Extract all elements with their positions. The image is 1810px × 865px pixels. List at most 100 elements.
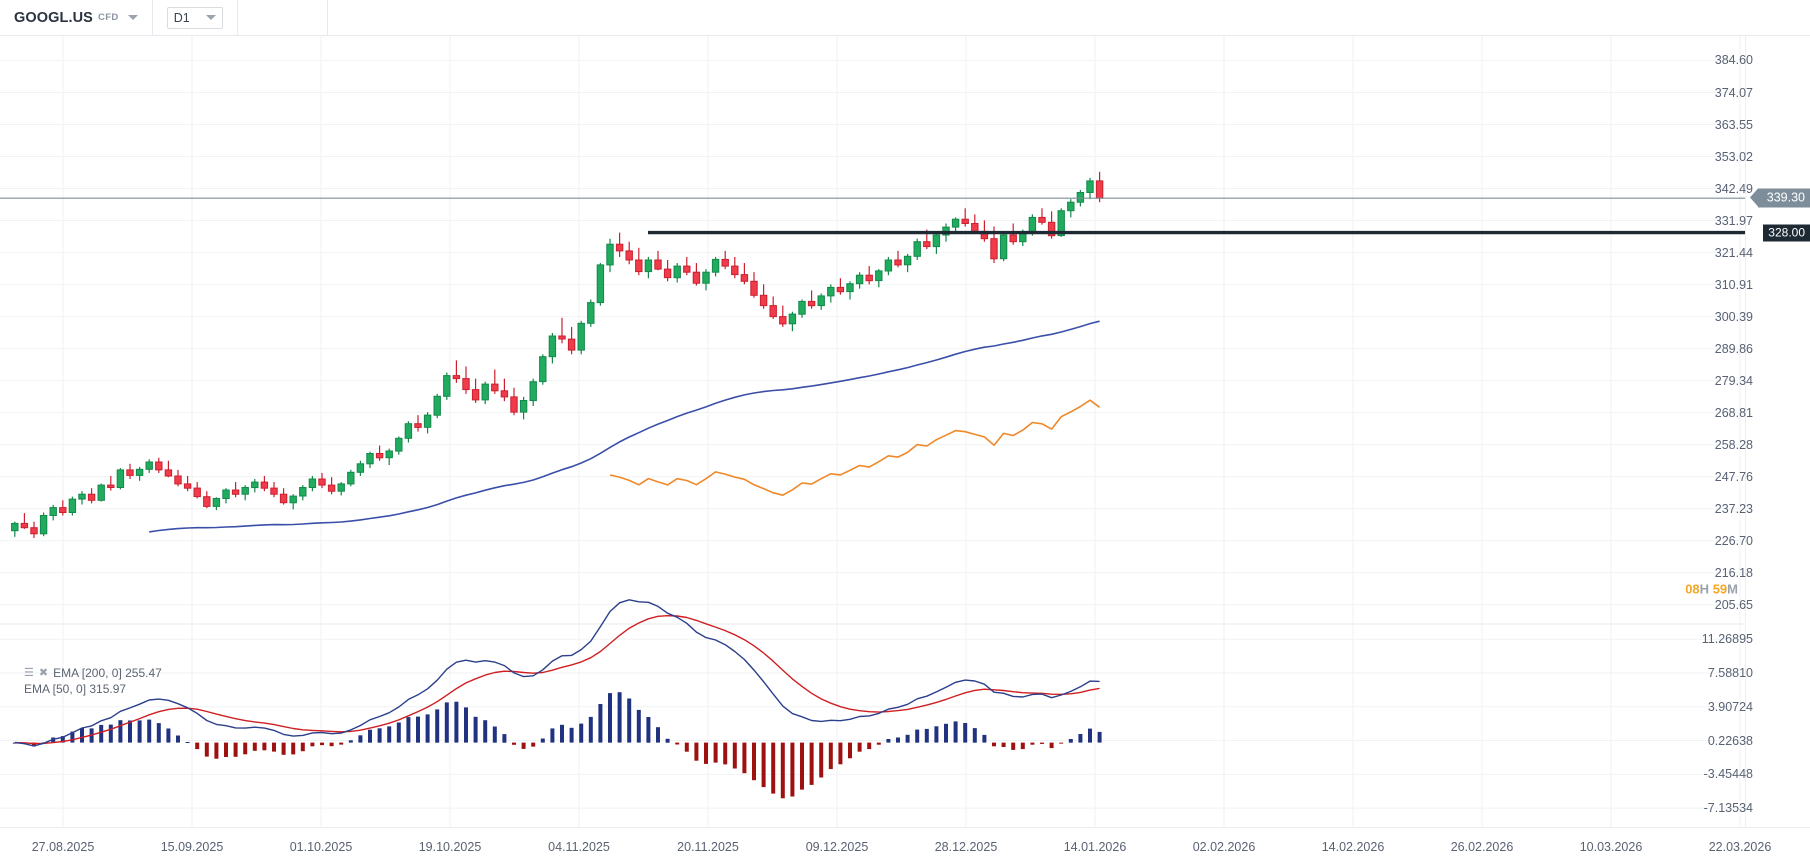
macd-histogram-bar xyxy=(540,738,545,743)
toolbar-spacer xyxy=(238,0,328,36)
macd-axis-tick: 0.22638 xyxy=(1707,733,1753,748)
candle-body xyxy=(510,396,518,413)
plot-canvas[interactable] xyxy=(0,36,1745,827)
macd-histogram-bar xyxy=(195,742,200,750)
macd-histogram-bar xyxy=(723,742,728,765)
ema50-legend-label: EMA [50, 0] 315.97 xyxy=(24,682,127,696)
macd-histogram-bar xyxy=(204,742,209,757)
candle-body xyxy=(385,450,393,459)
price-axis-tick: 331.97 xyxy=(1714,213,1753,228)
macd-histogram-bar xyxy=(656,727,660,743)
candle-body xyxy=(375,453,384,459)
macd-histogram-bar xyxy=(800,742,804,790)
candle-body xyxy=(500,390,509,398)
price-axis-tick: 205.65 xyxy=(1714,597,1753,612)
time-axis-tick: 04.11.2025 xyxy=(548,840,610,854)
timeframe-selector[interactable]: D1 xyxy=(153,0,238,36)
candle-body xyxy=(174,475,182,485)
candle-body xyxy=(663,268,672,279)
macd-histogram-bar xyxy=(1020,742,1025,750)
candle-body xyxy=(20,522,29,529)
price-axis-tick: 258.28 xyxy=(1714,437,1753,452)
macd-histogram-bar xyxy=(1078,734,1083,743)
macd-histogram-bar xyxy=(675,742,680,745)
macd-histogram-bar xyxy=(636,709,641,743)
time-axis[interactable]: 27.08.2025 15.09.2025 01.10.2025 19.10.2025… xyxy=(0,827,1810,865)
time-axis-tick: 20.11.2025 xyxy=(677,840,739,854)
candle-body xyxy=(462,378,470,391)
current-price-label: 339.30 xyxy=(1749,188,1810,208)
candle-body xyxy=(654,259,662,270)
time-axis-tick: 28.12.2025 xyxy=(934,840,998,854)
candle-body xyxy=(855,274,864,285)
macd-histogram-bar xyxy=(569,727,574,743)
candle-body xyxy=(68,498,77,514)
macd-histogram-bar xyxy=(252,742,257,751)
macd-histogram-bar xyxy=(185,742,190,743)
macd-histogram-bar xyxy=(1011,742,1016,750)
macd-line xyxy=(14,599,1100,747)
candle-body xyxy=(788,313,797,325)
price-axis-tick: 353.02 xyxy=(1714,149,1753,164)
candle-body xyxy=(971,223,979,232)
candle-body xyxy=(635,259,643,273)
macd-histogram-bar xyxy=(771,742,776,794)
macd-histogram-bar xyxy=(1097,731,1102,743)
candle-body xyxy=(289,495,297,504)
candle-body xyxy=(567,338,576,351)
candle-body xyxy=(270,487,278,495)
ema200-legend-row: ☰ ✖ EMA [200, 0] 255.47 xyxy=(24,666,166,680)
candle-body xyxy=(577,322,585,351)
macd-histogram-bar xyxy=(320,742,324,746)
macd-histogram-bar xyxy=(819,742,824,778)
macd-histogram-bar xyxy=(684,742,689,752)
candle-body xyxy=(711,258,720,273)
macd-histogram-bar xyxy=(1049,742,1054,749)
time-axis-tick: 02.02.2026 xyxy=(1192,840,1256,854)
countdown-hours: 08 xyxy=(1685,581,1700,596)
settings-icon[interactable]: ☰ xyxy=(24,667,35,679)
macd-histogram-bar xyxy=(608,693,612,743)
close-icon[interactable]: ✖ xyxy=(38,667,50,679)
candle-body xyxy=(452,375,461,380)
ema-legend: ☰ ✖ EMA [200, 0] 255.47 EMA [50, 0] 315.… xyxy=(24,666,166,696)
candle-body xyxy=(606,243,614,266)
candle-body xyxy=(116,469,125,488)
candle-body xyxy=(260,481,269,489)
price-axis-tick: 237.23 xyxy=(1714,501,1753,516)
macd-histogram-bar xyxy=(454,701,459,743)
countdown-minutes: 59 xyxy=(1712,581,1728,596)
symbol-selector[interactable]: GOOGL.US CFD xyxy=(0,0,153,36)
timeframe-dropdown[interactable]: D1 xyxy=(166,6,223,29)
candle-body xyxy=(683,265,691,273)
macd-histogram-bar xyxy=(694,742,699,761)
candle-body xyxy=(759,294,768,307)
candle-body xyxy=(97,484,105,501)
macd-histogram-bar xyxy=(838,742,843,765)
price-axis-tick: 321.44 xyxy=(1714,245,1753,260)
macd-histogram-bar xyxy=(492,726,497,743)
candle-body xyxy=(491,383,499,392)
candle-body xyxy=(155,461,163,471)
macd-histogram-bar xyxy=(857,742,862,752)
macd-histogram-bar xyxy=(646,717,651,743)
macd-histogram-bar xyxy=(377,728,382,743)
candle-body xyxy=(231,489,240,495)
candle-body xyxy=(251,481,259,489)
macd-histogram-bar xyxy=(348,740,353,743)
macd-histogram-bar xyxy=(828,742,833,770)
candle-body xyxy=(1047,221,1056,237)
price-axis-tick: 279.34 xyxy=(1714,373,1753,388)
macd-histogram-bar xyxy=(1059,742,1064,744)
macd-histogram-bar xyxy=(982,734,987,743)
candle-body xyxy=(193,487,201,498)
macd-histogram-bar xyxy=(531,742,536,747)
macd-signal-line xyxy=(14,615,1100,745)
macd-histogram-bar xyxy=(512,742,516,745)
candle-body xyxy=(702,271,710,284)
macd-histogram-bar xyxy=(99,724,104,743)
candle-body xyxy=(1086,180,1094,193)
price-axis[interactable]: 384.60 374.07 363.55 353.02 342.49 331.97 321.… xyxy=(1702,36,1810,827)
price-axis-tick: 268.81 xyxy=(1714,405,1753,420)
macd-histogram-bar xyxy=(396,722,401,743)
